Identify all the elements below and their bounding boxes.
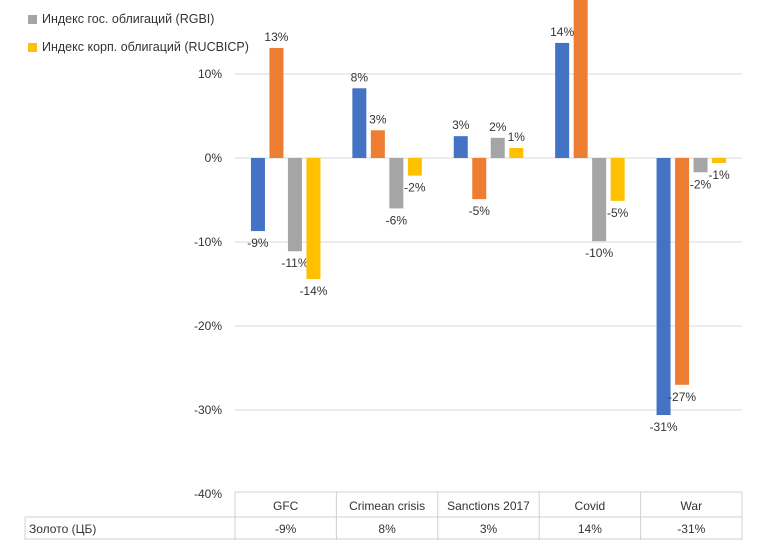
- bar-war: [712, 158, 727, 164]
- bar-war: [675, 158, 690, 385]
- legend-swatch: [28, 14, 37, 24]
- data-label: -1%: [708, 168, 730, 182]
- bar-crimean-crisis: [407, 158, 422, 176]
- data-label: -10%: [585, 246, 613, 260]
- bar-gfc: [287, 158, 302, 252]
- data-label: 3%: [452, 118, 470, 132]
- legend-label: Индекс гос. облигаций (RGBI): [42, 12, 215, 26]
- bar-gfc: [250, 158, 265, 232]
- table-row-label: Золото (ЦБ): [29, 522, 96, 536]
- bar-sanctions-2017: [472, 158, 487, 200]
- bar-sanctions-2017: [490, 137, 505, 158]
- legend-label: Индекс корп. облигаций (RUCBICP): [42, 40, 249, 54]
- bar-crimean-crisis: [352, 88, 367, 158]
- data-label: -2%: [690, 177, 712, 191]
- x-category-label: Sanctions 2017: [447, 499, 530, 513]
- data-label: -14%: [299, 284, 327, 298]
- data-label: 13%: [264, 30, 288, 44]
- table-cell: 8%: [378, 522, 396, 536]
- data-label: 3%: [369, 112, 387, 126]
- y-tick-label: -30%: [194, 403, 222, 417]
- legend-swatch: [28, 42, 37, 52]
- data-label: -11%: [281, 256, 308, 270]
- data-label: 2%: [489, 120, 507, 134]
- data-label: 8%: [351, 70, 369, 84]
- table-cell: -9%: [275, 522, 297, 536]
- bar-covid: [555, 42, 570, 158]
- data-label: 14%: [550, 25, 574, 39]
- x-category-label: Covid: [575, 499, 606, 513]
- bar-covid: [573, 0, 588, 158]
- table-cell: 14%: [578, 522, 602, 536]
- x-category-label: War: [681, 499, 703, 513]
- bar-sanctions-2017: [453, 136, 468, 158]
- x-category-label: GFC: [273, 499, 299, 513]
- y-tick-label: 10%: [198, 67, 222, 81]
- data-label: -2%: [404, 181, 426, 195]
- x-category-label: Crimean crisis: [349, 499, 425, 513]
- y-tick-label: -20%: [194, 319, 222, 333]
- data-label: -5%: [469, 204, 491, 218]
- y-tick-label: -40%: [194, 487, 222, 501]
- data-label: -31%: [650, 420, 678, 434]
- data-label: -6%: [386, 213, 408, 227]
- data-label: 1%: [508, 130, 526, 144]
- bar-war: [693, 158, 708, 173]
- bar-covid: [610, 158, 625, 201]
- y-tick-label: -10%: [194, 235, 222, 249]
- data-label: -27%: [668, 390, 696, 404]
- bar-crimean-crisis: [389, 158, 404, 209]
- y-tick-label: 0%: [205, 151, 223, 165]
- legend-item-rgbi: Индекс гос. облигаций (RGBI): [28, 12, 214, 26]
- bar-covid: [592, 158, 607, 242]
- table-cell: -31%: [677, 522, 705, 536]
- bar-war: [656, 158, 671, 416]
- bar-sanctions-2017: [509, 147, 524, 158]
- data-label: -5%: [607, 206, 629, 220]
- bar-gfc: [269, 47, 284, 158]
- table-cell: 3%: [480, 522, 498, 536]
- bar-crimean-crisis: [370, 130, 385, 158]
- bar-gfc: [306, 158, 321, 279]
- legend-item-rucbicp: Индекс корп. облигаций (RUCBICP): [28, 40, 249, 54]
- data-label: -9%: [247, 236, 269, 250]
